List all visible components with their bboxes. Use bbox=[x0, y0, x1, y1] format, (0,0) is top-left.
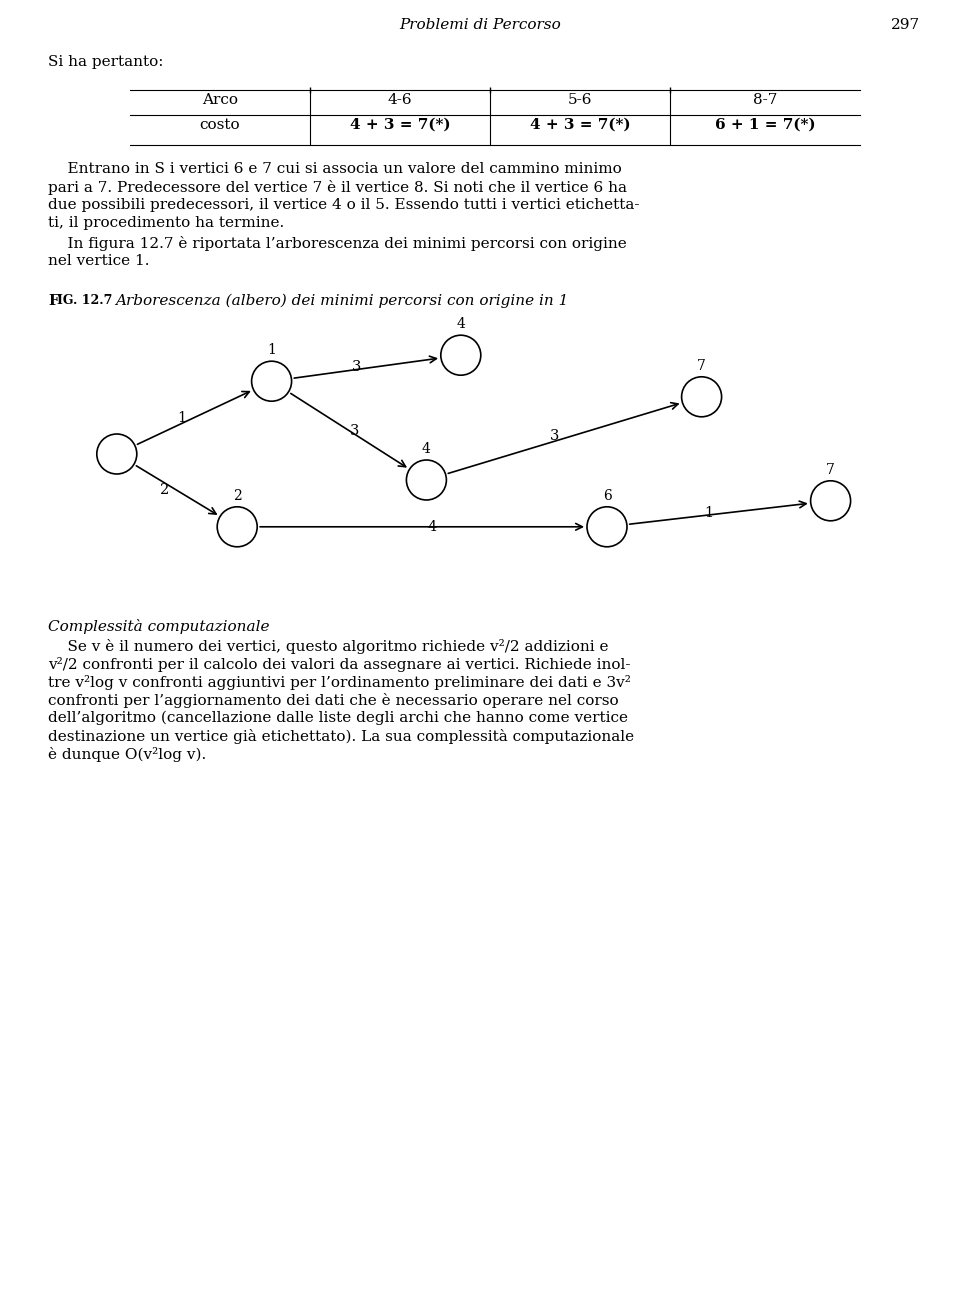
Text: 2: 2 bbox=[233, 489, 242, 502]
Text: 6: 6 bbox=[603, 489, 612, 502]
Text: Arborescenza (albero) dei minimi percorsi con origine in 1: Arborescenza (albero) dei minimi percors… bbox=[115, 294, 568, 308]
Circle shape bbox=[810, 481, 851, 520]
Text: Problemi di Percorso: Problemi di Percorso bbox=[399, 18, 561, 33]
Text: 8: 8 bbox=[602, 520, 612, 533]
Circle shape bbox=[97, 435, 137, 474]
Text: 1: 1 bbox=[112, 448, 122, 461]
Text: destinazione un vertice già etichettato). La sua complessità computazionale: destinazione un vertice già etichettato)… bbox=[48, 729, 635, 744]
Text: 5-6: 5-6 bbox=[567, 92, 592, 107]
Text: ti, il procedimento ha termine.: ti, il procedimento ha termine. bbox=[48, 216, 284, 230]
Text: 5: 5 bbox=[456, 349, 466, 362]
Text: 3: 3 bbox=[550, 428, 560, 442]
Text: IG. 12.7: IG. 12.7 bbox=[57, 294, 112, 307]
Text: costo: costo bbox=[200, 118, 240, 131]
Circle shape bbox=[587, 507, 627, 546]
Text: 4 + 3 = 7(*): 4 + 3 = 7(*) bbox=[530, 118, 631, 131]
Text: tre v²log v confronti aggiuntivi per l’ordinamento preliminare dei dati e 3v²: tre v²log v confronti aggiuntivi per l’o… bbox=[48, 675, 631, 690]
Text: 8-7: 8-7 bbox=[753, 92, 778, 107]
Text: 1: 1 bbox=[267, 343, 276, 358]
Text: 7: 7 bbox=[826, 494, 835, 507]
Text: Complessità computazionale: Complessità computazionale bbox=[48, 619, 270, 634]
Text: due possibili predecessori, il vertice 4 o il 5. Essendo tutti i vertici etichet: due possibili predecessori, il vertice 4… bbox=[48, 198, 639, 212]
Text: v²/2 confronti per il calcolo dei valori da assegnare ai vertici. Richiede inol-: v²/2 confronti per il calcolo dei valori… bbox=[48, 657, 631, 673]
Text: 2: 2 bbox=[160, 484, 170, 497]
Text: 7: 7 bbox=[827, 463, 835, 476]
Text: dell’algoritmo (cancellazione dalle liste degli archi che hanno come vertice: dell’algoritmo (cancellazione dalle list… bbox=[48, 712, 628, 726]
Text: Se v è il numero dei vertici, questo algoritmo richiede v²/2 addizioni e: Se v è il numero dei vertici, questo alg… bbox=[48, 639, 609, 654]
Text: 1: 1 bbox=[705, 506, 714, 519]
Text: 4: 4 bbox=[427, 520, 437, 533]
Text: F: F bbox=[48, 294, 59, 308]
Text: 4: 4 bbox=[421, 474, 431, 487]
Text: 7: 7 bbox=[697, 359, 706, 373]
Text: 6: 6 bbox=[697, 390, 707, 403]
Text: 4: 4 bbox=[456, 317, 466, 332]
Text: 6 + 1 = 7(*): 6 + 1 = 7(*) bbox=[714, 118, 815, 131]
Text: Si ha pertanto:: Si ha pertanto: bbox=[48, 55, 163, 69]
Text: Entrano in S i vertici 6 e 7 cui si associa un valore del cammino minimo: Entrano in S i vertici 6 e 7 cui si asso… bbox=[48, 163, 622, 176]
Circle shape bbox=[217, 507, 257, 546]
Circle shape bbox=[441, 336, 481, 375]
Text: 297: 297 bbox=[891, 18, 920, 33]
Text: 3: 3 bbox=[350, 424, 360, 437]
Text: Arco: Arco bbox=[202, 92, 238, 107]
Text: 4 + 3 = 7(*): 4 + 3 = 7(*) bbox=[349, 118, 450, 131]
Circle shape bbox=[252, 362, 292, 401]
Text: confronti per l’aggiornamento dei dati che è necessario operare nel corso: confronti per l’aggiornamento dei dati c… bbox=[48, 693, 618, 708]
Text: 1: 1 bbox=[178, 411, 187, 424]
Text: 2: 2 bbox=[267, 375, 276, 388]
Text: 3: 3 bbox=[232, 520, 242, 533]
Circle shape bbox=[682, 377, 722, 416]
Text: 3: 3 bbox=[352, 360, 361, 373]
Text: In figura 12.7 è riportata l’arborescenza dei minimi percorsi con origine: In figura 12.7 è riportata l’arborescenz… bbox=[48, 235, 627, 251]
Text: è dunque O(v²log v).: è dunque O(v²log v). bbox=[48, 747, 206, 762]
Text: pari a 7. Predecessore del vertice 7 è il vertice 8. Si noti che il vertice 6 ha: pari a 7. Predecessore del vertice 7 è i… bbox=[48, 180, 627, 195]
Text: nel vertice 1.: nel vertice 1. bbox=[48, 254, 150, 268]
Text: 4: 4 bbox=[422, 442, 431, 455]
Circle shape bbox=[406, 461, 446, 500]
Text: 4-6: 4-6 bbox=[388, 92, 412, 107]
